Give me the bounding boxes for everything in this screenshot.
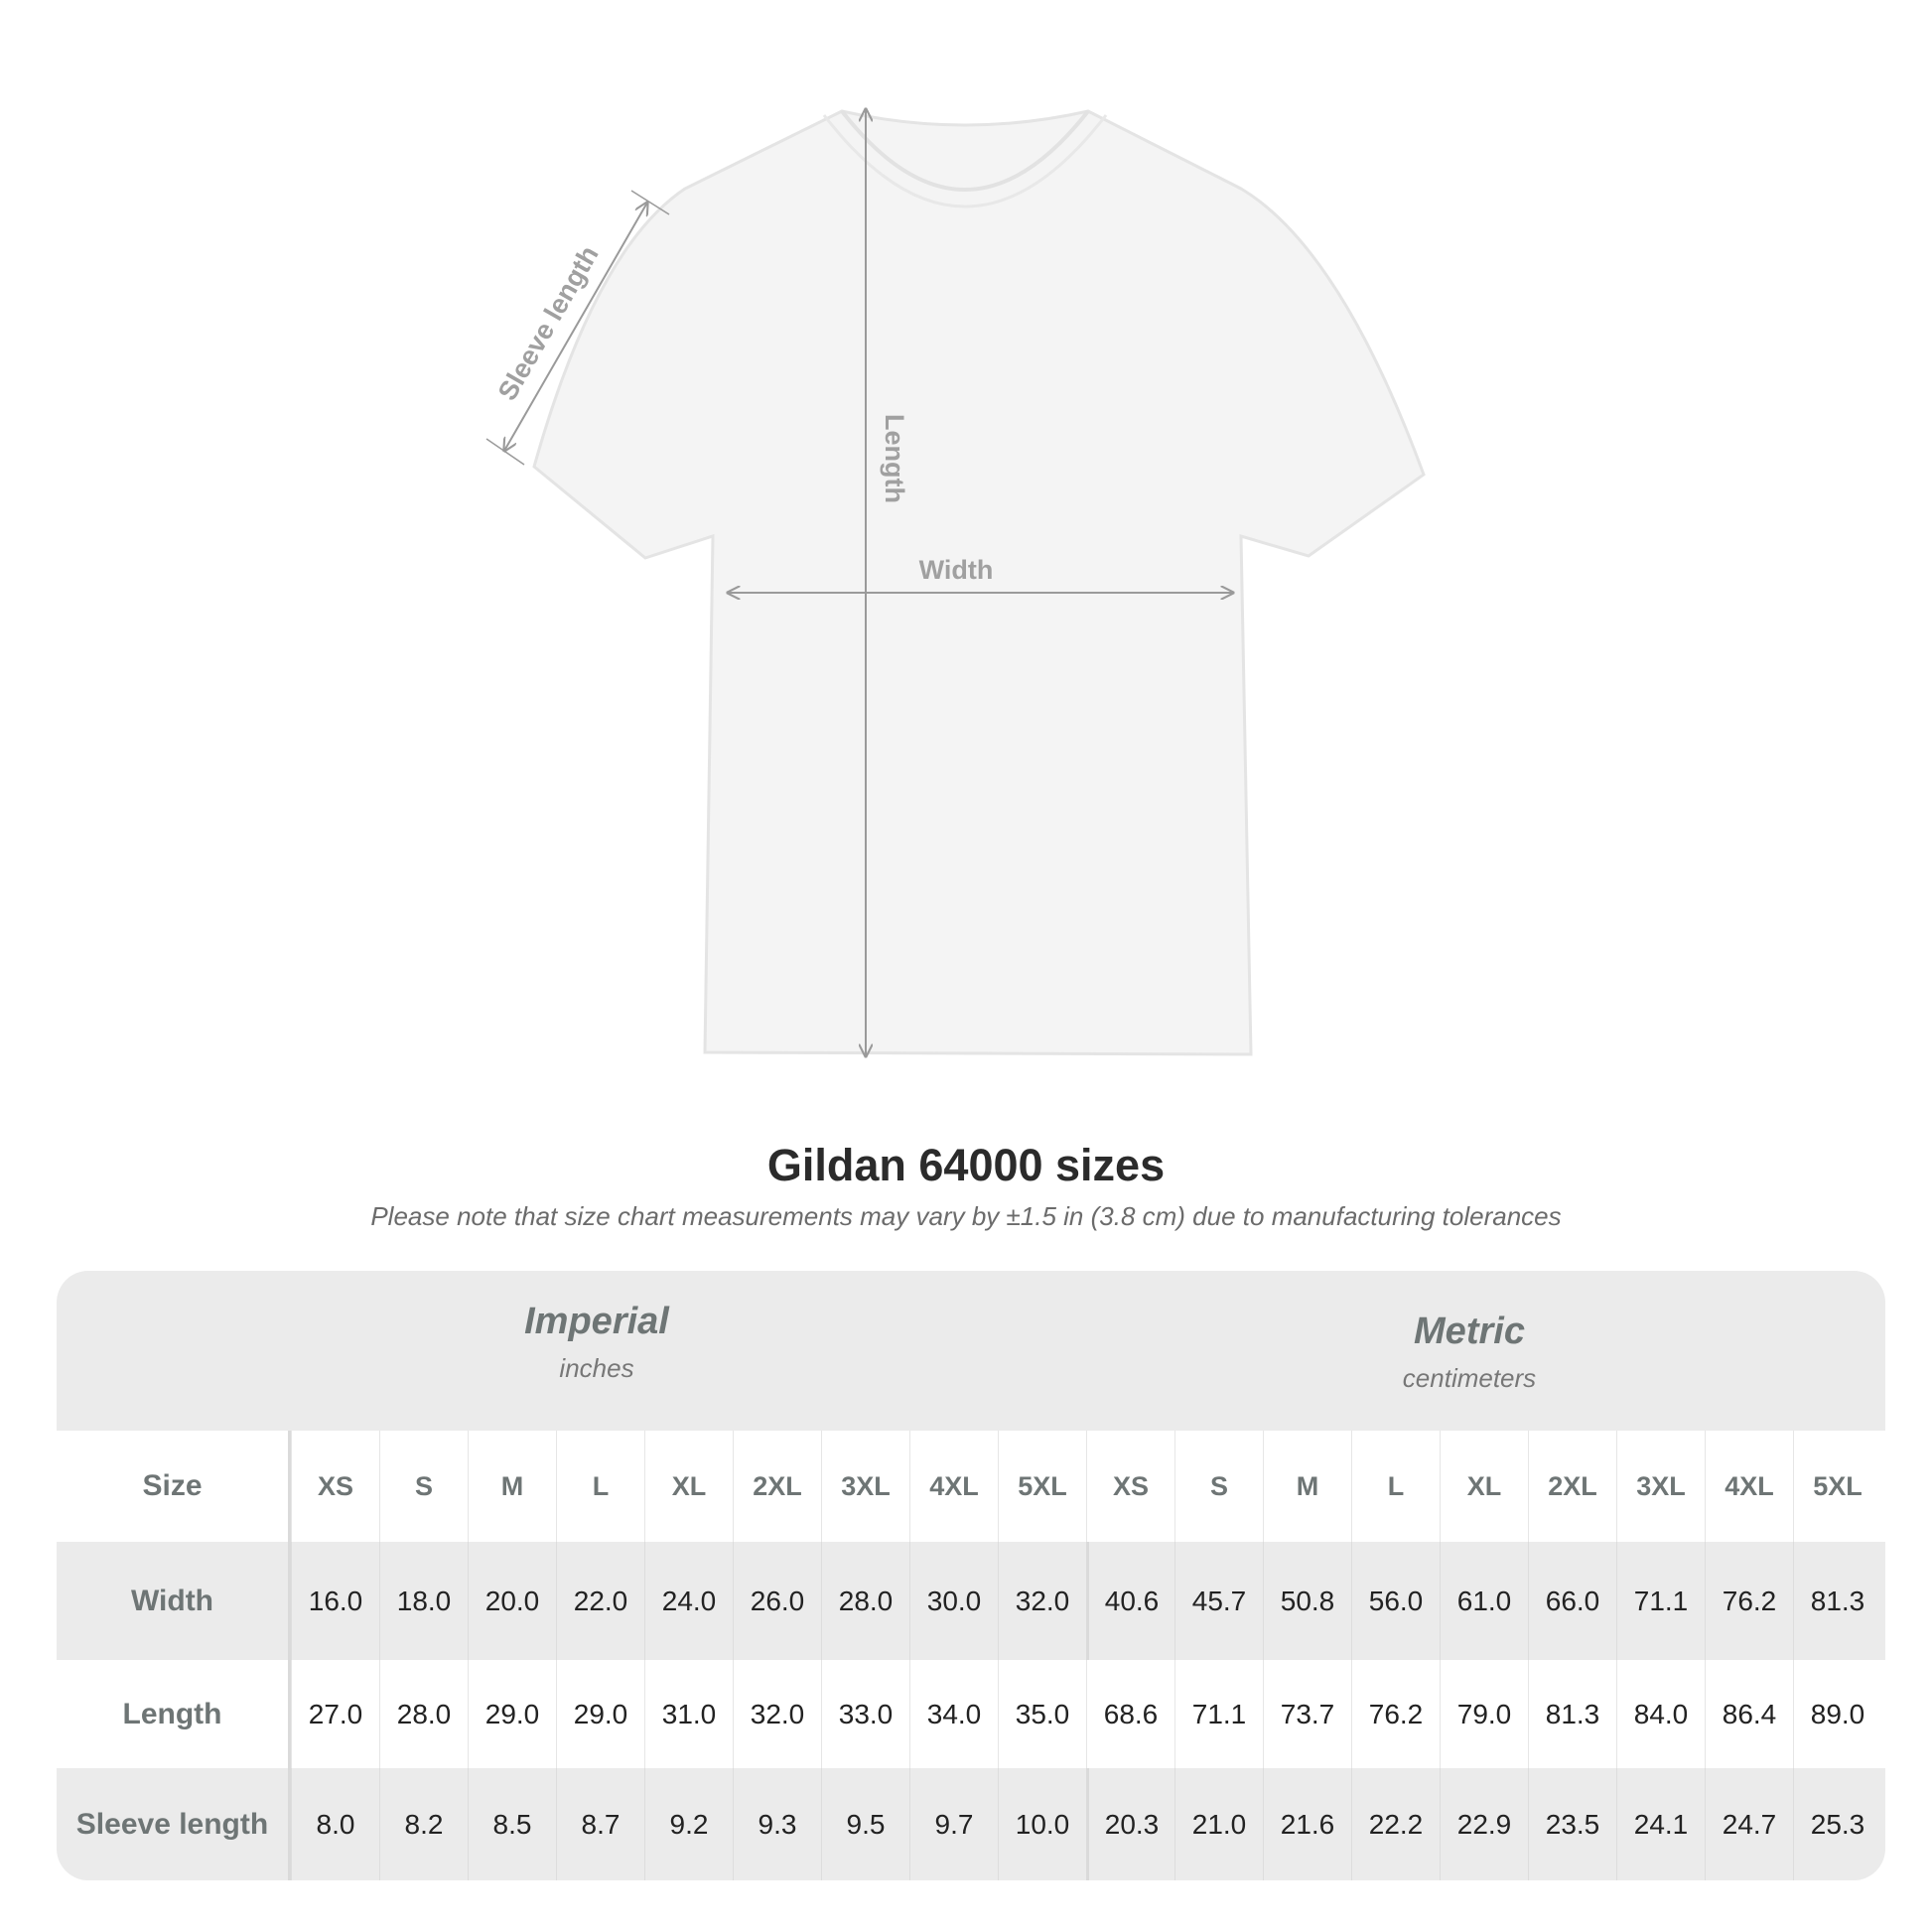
tshirt-diagram: Sleeve length Length Width: [485, 0, 1426, 1092]
value-cell: 24.0: [644, 1542, 733, 1660]
value-cell: 18.0: [379, 1542, 468, 1660]
sleeve-arrow: [504, 203, 647, 451]
size-header-cell: XS: [291, 1431, 379, 1542]
value-cell: 68.6: [1086, 1660, 1174, 1768]
value-cell: 8.5: [468, 1768, 556, 1880]
value-cell: 81.3: [1528, 1660, 1616, 1768]
value-cell: 9.3: [733, 1768, 821, 1880]
value-cell: 79.0: [1440, 1660, 1528, 1768]
value-cell: 22.2: [1351, 1768, 1440, 1880]
row-label: Width: [57, 1542, 291, 1660]
table-row: Length 27.0 28.0 29.0 29.0 31.0 32.0 33.0 34.0 35…: [57, 1660, 1885, 1768]
value-cell: 8.7: [556, 1768, 644, 1880]
value-cell: 26.0: [733, 1542, 821, 1660]
size-header-cell: S: [379, 1431, 468, 1542]
value-cell: 22.9: [1440, 1768, 1528, 1880]
value-cell: 32.0: [733, 1660, 821, 1768]
table-row: Sleeve length 8.0 8.2 8.5 8.7 9.2 9.3 9.5 9.7 10.…: [57, 1768, 1885, 1880]
row-label: Length: [57, 1660, 291, 1768]
value-cell: 73.7: [1263, 1660, 1351, 1768]
value-cell: 31.0: [644, 1660, 733, 1768]
unit-header: Imperial inches Metric centimeters: [57, 1271, 1885, 1431]
value-cell: 61.0: [1440, 1542, 1528, 1660]
size-header-cell: M: [468, 1431, 556, 1542]
size-header-cell: XS: [1086, 1431, 1174, 1542]
value-cell: 28.0: [821, 1542, 909, 1660]
size-header-cell: L: [556, 1431, 644, 1542]
size-header-cell: 2XL: [1528, 1431, 1616, 1542]
value-cell: 71.1: [1616, 1542, 1705, 1660]
imperial-header: Imperial inches: [524, 1301, 669, 1383]
value-cell: 9.7: [909, 1768, 998, 1880]
value-cell: 8.0: [291, 1768, 379, 1880]
value-cell: 9.5: [821, 1768, 909, 1880]
table-row: Width 16.0 18.0 20.0 22.0 24.0 26.0 28.0 30.0 32.…: [57, 1542, 1885, 1660]
value-cell: 21.6: [1263, 1768, 1351, 1880]
size-header-cell: 4XL: [1705, 1431, 1793, 1542]
value-cell: 8.2: [379, 1768, 468, 1880]
value-cell: 20.3: [1086, 1768, 1174, 1880]
value-cell: 84.0: [1616, 1660, 1705, 1768]
value-cell: 21.0: [1174, 1768, 1263, 1880]
value-cell: 22.0: [556, 1542, 644, 1660]
value-cell: 16.0: [291, 1542, 379, 1660]
value-cell: 24.7: [1705, 1768, 1793, 1880]
value-cell: 29.0: [556, 1660, 644, 1768]
value-cell: 25.3: [1793, 1768, 1881, 1880]
value-cell: 32.0: [998, 1542, 1086, 1660]
value-cell: 23.5: [1528, 1768, 1616, 1880]
size-header-cell: L: [1351, 1431, 1440, 1542]
value-cell: 33.0: [821, 1660, 909, 1768]
size-header-cell: M: [1263, 1431, 1351, 1542]
value-cell: 34.0: [909, 1660, 998, 1768]
value-cell: 76.2: [1705, 1542, 1793, 1660]
size-header-cell: XL: [1440, 1431, 1528, 1542]
size-header-cell: S: [1174, 1431, 1263, 1542]
value-cell: 10.0: [998, 1768, 1086, 1880]
value-cell: 81.3: [1793, 1542, 1881, 1660]
value-cell: 50.8: [1263, 1542, 1351, 1660]
value-cell: 86.4: [1705, 1660, 1793, 1768]
value-cell: 28.0: [379, 1660, 468, 1768]
value-cell: 40.6: [1086, 1542, 1174, 1660]
size-header-cell: 3XL: [1616, 1431, 1705, 1542]
size-header-cell: 3XL: [821, 1431, 909, 1542]
value-cell: 66.0: [1528, 1542, 1616, 1660]
size-header-cell: 5XL: [1793, 1431, 1881, 1542]
length-label: Length: [880, 414, 909, 503]
size-label: Size: [57, 1431, 291, 1542]
page-title: Gildan 64000 sizes: [766, 1140, 1166, 1190]
row-label: Sleeve length: [57, 1768, 291, 1880]
size-header-row: Size XS S M L XL 2XL 3XL 4XL 5XL XS S M L XL 2XL 3XL 4XL…: [57, 1431, 1885, 1542]
value-cell: 24.1: [1616, 1768, 1705, 1880]
tolerance-note: Please note that size chart measurements…: [370, 1201, 1562, 1231]
value-cell: 20.0: [468, 1542, 556, 1660]
value-cell: 71.1: [1174, 1660, 1263, 1768]
value-cell: 76.2: [1351, 1660, 1440, 1768]
size-header-cell: XL: [644, 1431, 733, 1542]
value-cell: 56.0: [1351, 1542, 1440, 1660]
size-header-cell: 2XL: [733, 1431, 821, 1542]
value-cell: 30.0: [909, 1542, 998, 1660]
value-cell: 35.0: [998, 1660, 1086, 1768]
size-table: Imperial inches Metric centimeters Size …: [57, 1271, 1885, 1880]
value-cell: 9.2: [644, 1768, 733, 1880]
value-cell: 29.0: [468, 1660, 556, 1768]
value-cell: 27.0: [291, 1660, 379, 1768]
value-cell: 89.0: [1793, 1660, 1881, 1768]
size-header-cell: 5XL: [998, 1431, 1086, 1542]
size-header-cell: 4XL: [909, 1431, 998, 1542]
width-label: Width: [919, 555, 994, 585]
metric-header: Metric centimeters: [1402, 1311, 1537, 1393]
value-cell: 45.7: [1174, 1542, 1263, 1660]
